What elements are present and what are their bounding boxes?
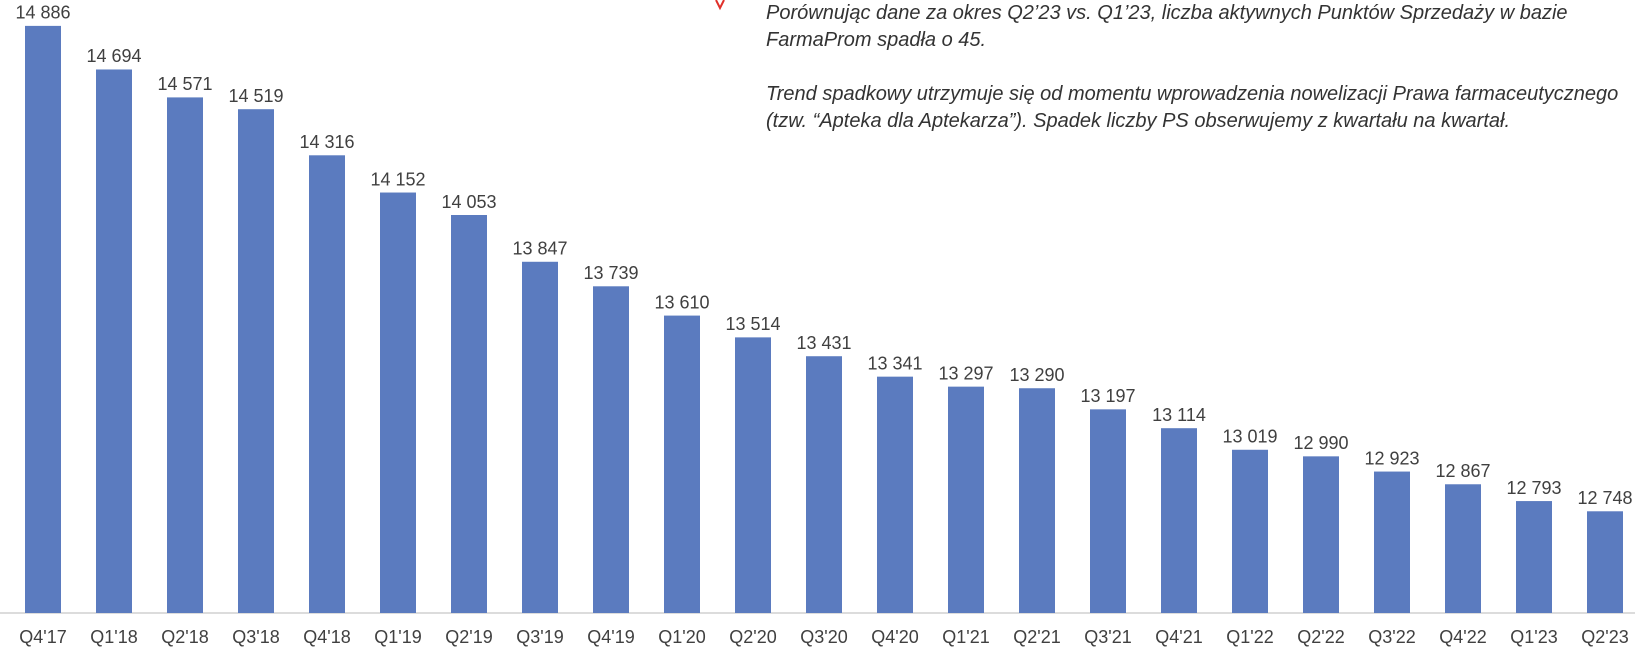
bar [1232,449,1268,613]
x-tick-label: Q4'19 [587,627,634,647]
bar [1445,484,1481,613]
x-tick-label: Q2'21 [1013,627,1060,647]
value-label: 13 739 [583,263,638,283]
x-tick-label: Q3'20 [800,627,847,647]
bar [309,155,345,613]
bar [167,97,203,614]
value-label: 14 694 [86,46,141,66]
x-tick-label: Q3'19 [516,627,563,647]
bar [948,386,984,613]
value-label: 14 152 [370,169,425,189]
bar [522,261,558,613]
bar [25,25,61,614]
x-tick-label: Q2'19 [445,627,492,647]
bar [1161,428,1197,613]
value-label: 14 571 [157,74,212,94]
x-tick-label: Q4'22 [1439,627,1486,647]
bar [1374,471,1410,613]
value-label: 14 519 [228,86,283,106]
bar [1587,511,1623,613]
value-label: 12 748 [1577,488,1632,508]
annotation: Porównując dane za okres Q2’23 vs. Q1’23… [766,0,1626,162]
value-label: 13 290 [1009,365,1064,385]
x-tick-label: Q2'18 [161,627,208,647]
annotation-text: Porównując dane za okres Q2’23 vs. Q1’23… [766,2,1568,51]
value-label: 13 341 [867,353,922,373]
value-label: 12 793 [1506,478,1561,498]
value-label: 13 514 [725,314,780,334]
x-tick-label: Q1'21 [942,627,989,647]
value-label: 12 990 [1293,433,1348,453]
bar [593,286,629,613]
value-label: 13 019 [1222,427,1277,447]
x-tick-label: Q4'21 [1155,627,1202,647]
x-tick-label: Q4'17 [19,627,66,647]
x-tick-label: Q1'19 [374,627,421,647]
x-tick-label: Q2'20 [729,627,776,647]
bar [664,315,700,613]
value-label: 13 197 [1080,386,1135,406]
bar [238,109,274,614]
x-tick-label: Q1'23 [1510,627,1557,647]
bar [1019,388,1055,613]
value-label: 12 923 [1364,448,1419,468]
value-label: 13 610 [654,292,709,312]
marker-decoration [715,0,725,11]
x-tick-label: Q1'20 [658,627,705,647]
value-label: 13 297 [938,363,993,383]
x-tick-label: Q1'22 [1226,627,1273,647]
value-label: 13 114 [1152,405,1206,425]
x-tick-label: Q3'18 [232,627,279,647]
bar [96,69,132,614]
bar [806,356,842,613]
bar [1516,501,1552,613]
bar [451,215,487,613]
value-label: 14 053 [441,192,496,212]
value-label: 12 867 [1435,461,1490,481]
x-tick-label: Q1'18 [90,627,137,647]
x-tick-label: Q4'20 [871,627,918,647]
annotation-text: Trend spadkowy utrzymuje się od momentu … [766,83,1619,132]
value-label: 13 847 [512,239,567,259]
bar [1303,456,1339,613]
x-tick-label: Q2'22 [1297,627,1344,647]
value-label: 14 886 [15,3,70,23]
x-tick-label: Q2'23 [1581,627,1628,647]
value-label: 14 316 [299,132,354,152]
value-label: 13 431 [796,333,851,353]
x-tick-label: Q4'18 [303,627,350,647]
bar [1090,409,1126,613]
bar [380,192,416,613]
x-tick-label: Q3'22 [1368,627,1415,647]
bar [877,376,913,613]
bar [735,337,771,613]
x-tick-label: Q3'21 [1084,627,1131,647]
